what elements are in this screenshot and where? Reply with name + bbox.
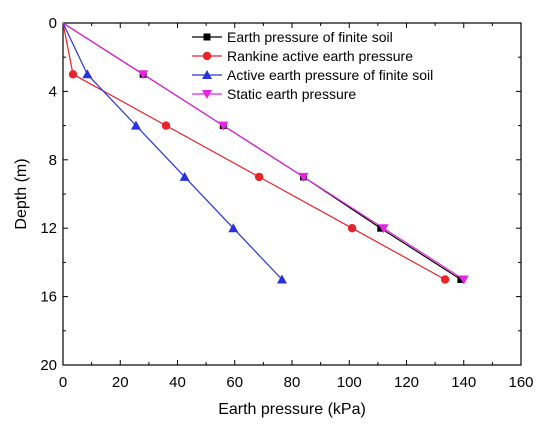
- y-axis-title: Depth (m): [13, 158, 30, 229]
- y-tick-label: 0: [49, 15, 57, 32]
- series-2: [62, 22, 450, 284]
- y-tick-label: 16: [40, 289, 57, 306]
- legend-triangle-down-marker: [202, 90, 212, 99]
- legend-square-marker: [203, 33, 211, 41]
- legend: Earth pressure of finite soil Rankine ac…: [192, 29, 433, 102]
- legend-entry-finite-soil: Earth pressure of finite soil: [192, 29, 393, 45]
- x-axis-title: Earth pressure (kPa): [218, 401, 366, 418]
- x-tick-label: 60: [226, 374, 243, 391]
- x-tick-label: 80: [284, 374, 301, 391]
- data-point-triangle-up: [130, 120, 141, 130]
- series-layer: [62, 22, 469, 285]
- data-point-triangle-down: [298, 172, 309, 182]
- data-point-circle: [68, 70, 78, 79]
- y-tick-label: 8: [49, 152, 57, 169]
- data-point-triangle-up: [276, 274, 287, 284]
- data-point-triangle-down: [458, 275, 469, 285]
- legend-entry-static: Static earth pressure: [192, 86, 356, 102]
- data-point-triangle-up: [179, 171, 190, 181]
- legend-triangle-up-marker: [202, 70, 212, 79]
- x-tick-label: 40: [169, 374, 186, 391]
- series-line: [62, 22, 283, 280]
- data-point-square: [457, 276, 465, 283]
- plot-area: [62, 22, 522, 366]
- legend-circle-marker: [202, 51, 212, 61]
- series-4: [62, 22, 469, 285]
- legend-entry-active-finite: Active earth pressure of finite soil: [192, 67, 433, 83]
- data-point-square: [377, 224, 385, 232]
- x-tick-label: 140: [451, 374, 476, 391]
- legend-entry-rankine: Rankine active earth pressure: [192, 48, 413, 64]
- data-point-circle: [161, 121, 171, 130]
- y-tick-label: 20: [40, 357, 57, 374]
- y-tick-label: 12: [40, 220, 57, 237]
- data-point-circle: [254, 172, 264, 182]
- x-tick-label: 100: [337, 374, 362, 391]
- data-point-circle: [347, 224, 357, 233]
- series-line: [62, 22, 465, 281]
- y-tick-label: 4: [49, 83, 57, 100]
- data-point-triangle-down: [138, 70, 149, 80]
- x-tick-label: 0: [59, 374, 67, 391]
- legend-label-static: Static earth pressure: [227, 86, 356, 102]
- legend-label-finite-soil: Earth pressure of finite soil: [227, 29, 393, 45]
- data-point-triangle-up: [228, 223, 239, 233]
- x-tick-label: 160: [508, 374, 533, 391]
- series-3: [62, 22, 287, 284]
- x-tick-label: 120: [394, 374, 419, 391]
- data-point-triangle-up: [82, 69, 93, 79]
- data-point-triangle-down: [218, 121, 229, 131]
- series-line: [62, 22, 446, 281]
- legend-label-rankine: Rankine active earth pressure: [227, 48, 413, 64]
- data-point-circle: [440, 275, 450, 284]
- x-tick-label: 20: [112, 374, 129, 391]
- data-point-triangle-down: [378, 224, 389, 234]
- legend-label-active-finite: Active earth pressure of finite soil: [227, 67, 433, 83]
